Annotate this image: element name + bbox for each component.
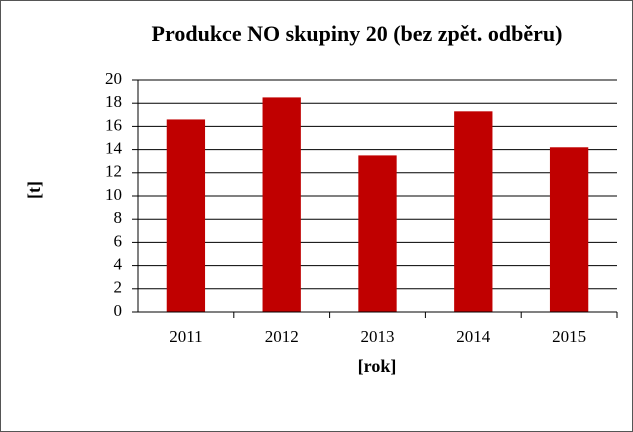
y-tick-label: 6 xyxy=(114,231,123,250)
bar xyxy=(549,147,589,312)
x-tick-label: 2012 xyxy=(265,327,299,346)
y-tick-label: 4 xyxy=(114,255,123,274)
y-tick-label: 18 xyxy=(105,92,122,111)
bar xyxy=(454,111,493,312)
y-tick-label: 20 xyxy=(105,69,122,88)
x-axis-title: [rok] xyxy=(358,356,397,376)
x-tick-label: 2013 xyxy=(361,327,395,346)
x-tick-label: 2014 xyxy=(456,327,491,346)
bar xyxy=(166,119,206,312)
y-tick-label: 12 xyxy=(105,162,122,181)
x-tick-label: 2011 xyxy=(169,327,202,346)
y-axis-title: [t] xyxy=(24,181,44,199)
x-tick-label: 2015 xyxy=(552,327,586,346)
y-tick-label: 8 xyxy=(114,208,123,227)
y-tick-label: 0 xyxy=(114,301,123,320)
bar xyxy=(262,97,301,313)
bar xyxy=(358,155,397,312)
y-tick-label: 10 xyxy=(105,185,122,204)
chart-title: Produkce NO skupiny 20 (bez zpět. odběru… xyxy=(152,21,563,46)
y-tick-label: 14 xyxy=(105,139,123,158)
y-tick-label: 2 xyxy=(114,278,123,297)
y-tick-label: 16 xyxy=(105,115,122,134)
